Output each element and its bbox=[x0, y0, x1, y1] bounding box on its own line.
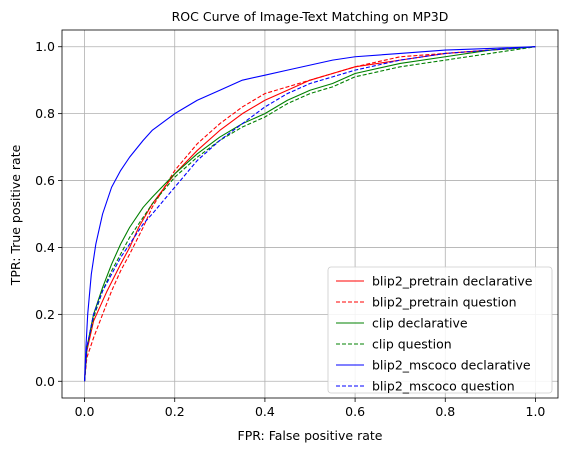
x-tick-label-5: 1.0 bbox=[526, 404, 546, 419]
axes-frame bbox=[61, 29, 559, 399]
x-tick-label-1: 0.2 bbox=[165, 404, 185, 419]
series-line-3 bbox=[84, 46, 536, 382]
chart-title: ROC Curve of Image-Text Matching on MP3D bbox=[172, 9, 449, 24]
legend-label-3: clip question bbox=[372, 337, 452, 352]
grid-lines bbox=[62, 30, 558, 398]
legend-label-4: blip2_mscoco declarative bbox=[372, 358, 531, 373]
legend-box bbox=[327, 266, 553, 394]
y-tick-label-4: 0.8 bbox=[35, 106, 55, 121]
y-tick-label-2: 0.4 bbox=[35, 240, 55, 255]
y-tick-label-3: 0.6 bbox=[35, 173, 55, 188]
legend-label-2: clip declarative bbox=[372, 316, 468, 331]
y-axis-label: TPR: True positive rate bbox=[8, 144, 23, 286]
legend-label-1: blip2_pretrain question bbox=[372, 295, 517, 310]
y-tick-label-5: 1.0 bbox=[35, 39, 55, 54]
legend: blip2_pretrain declarative blip2_pretrain… bbox=[327, 266, 553, 394]
y-tick-label-0: 0.0 bbox=[35, 374, 55, 389]
legend-label-5: blip2_mscoco question bbox=[372, 379, 515, 394]
series-line-4 bbox=[84, 46, 536, 382]
legend-label-0: blip2_pretrain declarative bbox=[372, 274, 533, 289]
y-axis-ticks: 0.0 0.2 0.4 0.6 0.8 1.0 bbox=[35, 39, 62, 389]
x-tick-label-0: 0.0 bbox=[75, 404, 95, 419]
roc-curves bbox=[84, 46, 536, 382]
series-line-5 bbox=[84, 46, 536, 382]
x-tick-label-3: 0.6 bbox=[345, 404, 365, 419]
x-tick-label-4: 0.8 bbox=[435, 404, 455, 419]
series-line-0 bbox=[84, 46, 536, 382]
x-axis-label: FPR: False positive rate bbox=[238, 428, 383, 443]
y-tick-label-1: 0.2 bbox=[35, 307, 55, 322]
series-line-2 bbox=[84, 46, 536, 382]
x-tick-label-2: 0.4 bbox=[255, 404, 275, 419]
x-axis-ticks: 0.0 0.2 0.4 0.6 0.8 1.0 bbox=[75, 398, 546, 419]
